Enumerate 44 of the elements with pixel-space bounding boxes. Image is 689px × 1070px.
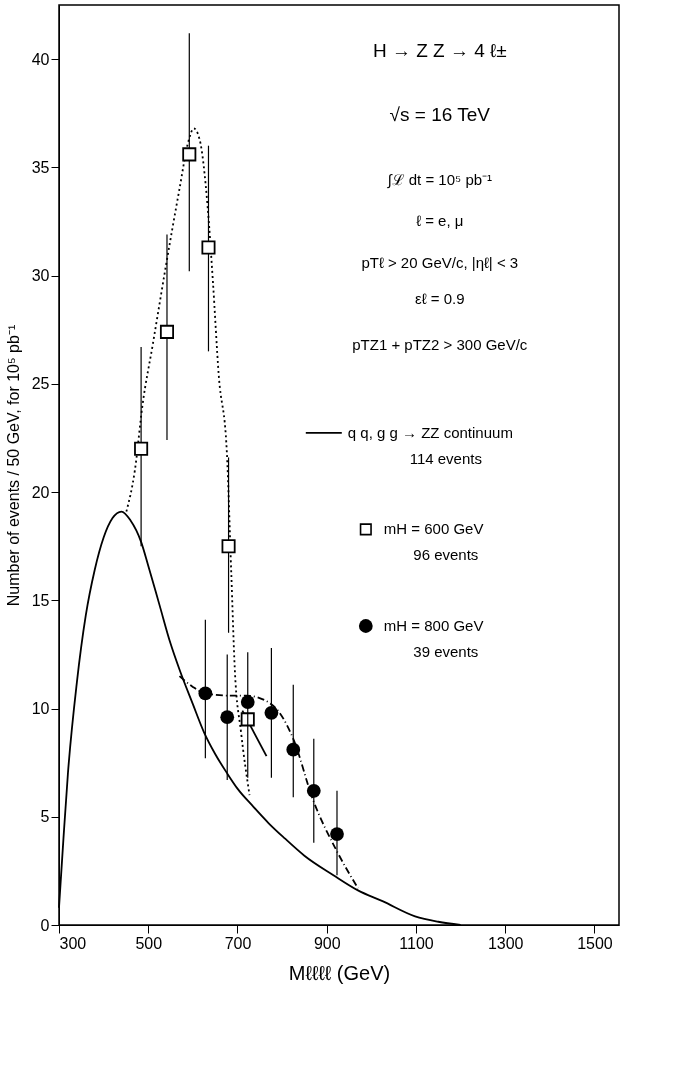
point (330, 827, 344, 841)
x-tick-label: 700 (224, 934, 252, 952)
y-axis-title: Number of events / 50 GeV, for 10⁵ pb⁻¹ (4, 324, 22, 607)
annotation: ∫ℒ dt = 10⁵ pb⁻¹ (386, 170, 493, 189)
point (221, 539, 236, 554)
y-tick-label: 40 (31, 50, 50, 68)
annotation: 39 events (413, 643, 479, 660)
point (240, 695, 255, 709)
point (220, 710, 235, 725)
x-tick-label: 1500 (577, 934, 613, 952)
x-tick-label: 1100 (399, 934, 434, 952)
annotation: 96 events (413, 546, 479, 564)
y-tick-label: 20 (31, 483, 50, 501)
x-tick-label: 900 (313, 934, 341, 952)
annotation: ℓ = e, μ (416, 212, 464, 230)
x-axis-title: Mℓℓℓℓ (GeV) (288, 961, 391, 984)
point (159, 324, 175, 339)
legend-label: mH = 800 GeV (383, 617, 484, 634)
x-tick-label: 1300 (487, 934, 524, 952)
annotation: 114 events (409, 449, 482, 467)
y-tick-label: 25 (31, 375, 50, 393)
annotation: √s = 16 TeV (389, 104, 491, 126)
y-tick-label: 35 (31, 158, 50, 176)
point (198, 686, 213, 701)
point (264, 705, 279, 720)
point (306, 783, 321, 798)
annotation: εℓ = 0.9 (415, 290, 465, 308)
point (134, 441, 149, 456)
point (201, 240, 216, 255)
x-tick-label: 300 (59, 934, 87, 952)
legend-label: q q, g g → ZZ continuum (347, 423, 513, 441)
point (240, 712, 255, 727)
y-tick-label: 5 (40, 808, 50, 826)
y-tick-label: 10 (31, 700, 50, 718)
y-tick-label: 0 (40, 916, 50, 934)
y-tick-label: 15 (31, 591, 50, 609)
point (182, 147, 197, 162)
legend-label: mH = 600 GeV (383, 520, 484, 538)
y-tick-label: 30 (31, 267, 50, 285)
x-tick-label: 500 (135, 934, 163, 952)
point (286, 742, 301, 757)
annotation: pTℓ > 20 GeV/c, |ηℓ| < 3 (361, 253, 519, 271)
annotation: pTZ1 + pTZ2 > 300 GeV/c (352, 336, 528, 354)
annotation: H → Z Z → 4 ℓ± (372, 40, 507, 61)
